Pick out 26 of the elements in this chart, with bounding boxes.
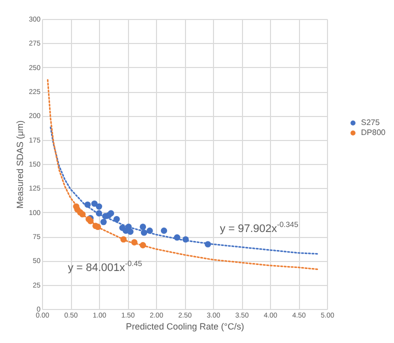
line-series <box>50 126 320 255</box>
point <box>96 210 102 216</box>
point <box>146 228 153 234</box>
y-axis-title: Measured SDAS (μm) <box>14 120 25 209</box>
point <box>79 211 86 218</box>
point <box>94 224 102 230</box>
point <box>125 224 132 230</box>
point <box>160 228 168 234</box>
point <box>127 228 134 235</box>
point <box>100 218 107 226</box>
point <box>140 229 148 236</box>
legend-label: S275 <box>361 118 380 127</box>
point <box>174 234 180 241</box>
point <box>96 203 102 210</box>
point <box>182 236 189 243</box>
point <box>140 242 146 248</box>
legend-label: DP800 <box>361 128 386 137</box>
point <box>131 239 138 246</box>
point <box>114 216 120 222</box>
point <box>91 200 98 207</box>
point <box>84 201 91 208</box>
point <box>120 236 127 243</box>
point <box>140 224 146 230</box>
point <box>204 241 212 248</box>
x-axis-title: Predicted Cooling Rate (°C/s) <box>126 322 244 332</box>
point <box>108 210 114 216</box>
